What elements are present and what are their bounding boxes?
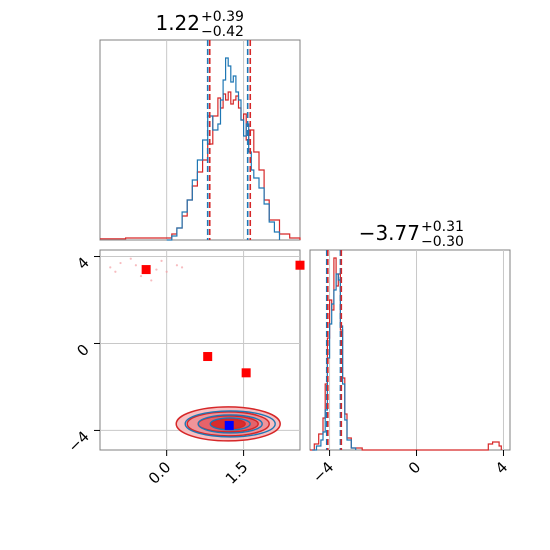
joint-sample-red-10 <box>175 264 179 267</box>
joint-sample-red-2 <box>155 268 158 271</box>
joint-sample-red-9 <box>150 279 153 282</box>
panel-hist-param1-frame <box>99 39 301 241</box>
title-param2-minus: −0.30 <box>421 234 464 250</box>
joint-marker-red-0 <box>141 265 151 275</box>
title-param1-minus: −0.42 <box>201 24 244 40</box>
joint-sample-red-6 <box>165 270 168 273</box>
joint-sample-red-8 <box>114 270 117 273</box>
title-param1-plus: +0.39 <box>201 9 244 25</box>
joint-sample-red-1 <box>134 264 137 267</box>
hist2-blue-series <box>312 273 357 451</box>
joint-sample-red-4 <box>109 266 112 269</box>
tick-label-x-hist2-0: −4 <box>309 458 337 486</box>
tick-label-y-joint-1: 0 <box>73 341 92 360</box>
tick-label-x-hist2-1: 0 <box>405 458 424 477</box>
joint-contour-blue-0 <box>184 410 276 438</box>
title-param2: −3.77 <box>359 221 420 245</box>
hist1-layer <box>100 40 301 241</box>
joint-sample-red-7 <box>129 257 132 260</box>
hist2-layer <box>310 250 504 451</box>
panel-hist-param1: 1.22 +0.39 −0.42 <box>99 9 301 241</box>
title-param1-value: 1.22 <box>155 11 200 35</box>
joint-marker-red-2 <box>241 368 251 378</box>
title-param2-value: −3.77 <box>359 221 420 245</box>
panel-joint-2d-frame <box>99 249 301 451</box>
panel-joint-2d <box>99 249 305 451</box>
axis-ticks: 0.0 1.5 −4 −4 0 0 4 4 <box>64 254 511 488</box>
hist1-red-series <box>100 91 301 240</box>
title-param1: 1.22 <box>155 11 200 35</box>
joint-sample-red-3 <box>139 274 143 278</box>
title-param2-plus: +0.31 <box>421 219 464 235</box>
tick-label-x-hist2-2: 4 <box>492 458 511 477</box>
joint-contour-blue-1 <box>197 414 263 434</box>
tick-label-x-joint-0: 0.0 <box>145 458 175 488</box>
joint-sample-red-11 <box>180 266 184 269</box>
tick-label-y-joint-2: 4 <box>73 254 92 273</box>
joint-layer <box>100 250 305 450</box>
joint-marker-red-1 <box>203 352 213 362</box>
hist1-blue-series <box>166 57 281 241</box>
joint-sample-red-5 <box>160 259 163 262</box>
tick-label-y-joint-0: −4 <box>64 428 92 456</box>
joint-marker-red-3 <box>295 260 305 270</box>
joint-sample-red-0 <box>119 261 122 265</box>
panel-hist-param2: −3.77 +0.31 −0.30 <box>309 219 511 451</box>
hist2-red-series <box>310 257 502 451</box>
joint-marker-blue <box>224 420 234 430</box>
tick-label-x-joint-1: 1.5 <box>222 458 252 488</box>
